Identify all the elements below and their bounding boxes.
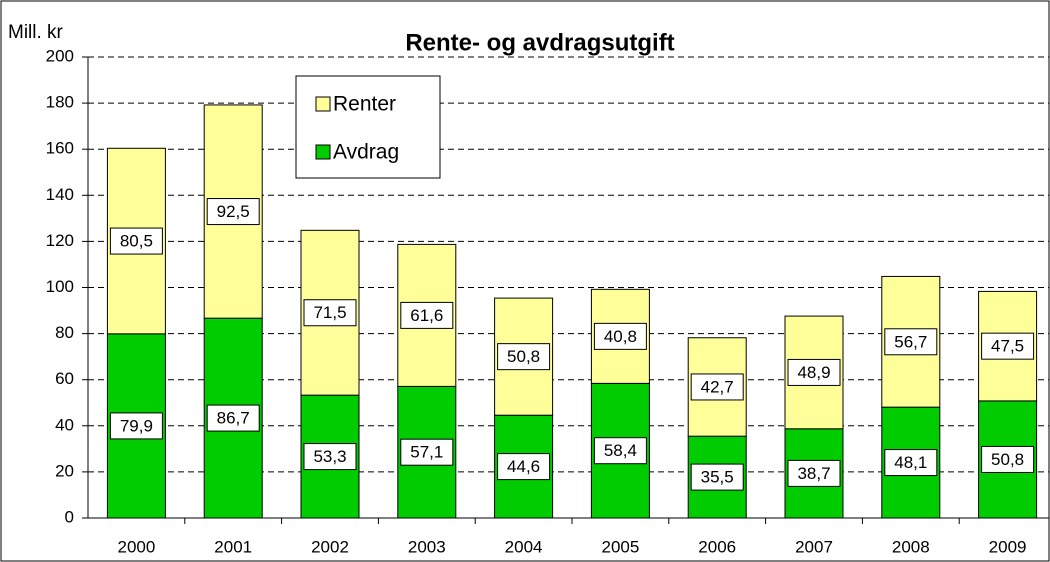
x-tick-label: 2008: [892, 537, 930, 556]
data-label: 42,7: [701, 377, 734, 396]
x-tick-label: 2000: [117, 537, 155, 556]
legend-label: Renter: [333, 93, 396, 116]
data-label-box: [303, 299, 357, 327]
data-label-box: [109, 412, 163, 440]
data-label: 44,6: [507, 457, 540, 476]
y-tick-label: 20: [55, 461, 74, 480]
data-label-box: [690, 373, 744, 401]
data-label-box: [884, 328, 938, 356]
y-tick-label: 80: [55, 323, 74, 342]
data-label-box: [400, 438, 454, 466]
data-label: 61,6: [410, 306, 443, 325]
data-label-box: [884, 449, 938, 477]
data-label-box: [400, 301, 454, 329]
data-label-box: [497, 343, 551, 371]
data-label: 58,4: [604, 441, 637, 460]
legend-swatch: [315, 144, 331, 160]
data-label: 79,9: [120, 416, 153, 435]
data-label-box: [206, 198, 260, 226]
x-tick-label: 2001: [214, 537, 252, 556]
data-label: 38,7: [797, 464, 830, 483]
data-label: 56,7: [894, 332, 927, 351]
data-label: 71,5: [313, 303, 346, 322]
legend-box: [295, 75, 441, 179]
data-label: 35,5: [701, 468, 734, 487]
data-label: 47,5: [991, 337, 1024, 356]
y-tick-label: 140: [46, 185, 74, 204]
data-label-box: [593, 437, 647, 465]
data-label: 50,8: [507, 347, 540, 366]
data-label-box: [109, 227, 163, 255]
data-label-box: [690, 463, 744, 491]
data-label-box: [206, 404, 260, 432]
x-tick-label: 2002: [311, 537, 349, 556]
data-label-box: [981, 332, 1035, 360]
y-tick-label: 120: [46, 231, 74, 250]
data-label: 86,7: [217, 409, 250, 428]
x-tick-label: 2007: [795, 537, 833, 556]
data-label: 48,1: [894, 453, 927, 472]
y-tick-label: 200: [46, 46, 74, 65]
data-label-box: [981, 445, 1035, 473]
x-tick-label: 2009: [989, 537, 1027, 556]
legend-swatch: [315, 96, 331, 112]
y-axis-label: Mill. kr: [8, 22, 64, 43]
data-label: 40,8: [604, 327, 637, 346]
x-tick-label: 2005: [601, 537, 639, 556]
data-label-box: [787, 358, 841, 386]
chart-title: Rente- og avdragsutgift: [405, 29, 674, 56]
y-tick-label: 160: [46, 139, 74, 158]
data-label-box: [303, 443, 357, 471]
y-tick-label: 0: [65, 507, 74, 526]
data-label-box: [787, 459, 841, 487]
data-label-box: [593, 322, 647, 350]
data-label: 53,3: [313, 447, 346, 466]
y-tick-label: 180: [46, 93, 74, 112]
x-tick-label: 2004: [505, 537, 543, 556]
data-label-box: [497, 453, 551, 481]
y-tick-label: 60: [55, 369, 74, 388]
y-tick-label: 100: [46, 277, 74, 296]
y-tick-label: 40: [55, 415, 74, 434]
data-label: 57,1: [410, 443, 443, 462]
x-tick-label: 2003: [408, 537, 446, 556]
data-label: 50,8: [991, 450, 1024, 469]
data-label: 80,5: [120, 232, 153, 251]
legend-label: Avdrag: [333, 141, 399, 164]
data-label: 48,9: [797, 363, 830, 382]
data-label: 92,5: [217, 202, 250, 221]
x-tick-label: 2006: [698, 537, 736, 556]
